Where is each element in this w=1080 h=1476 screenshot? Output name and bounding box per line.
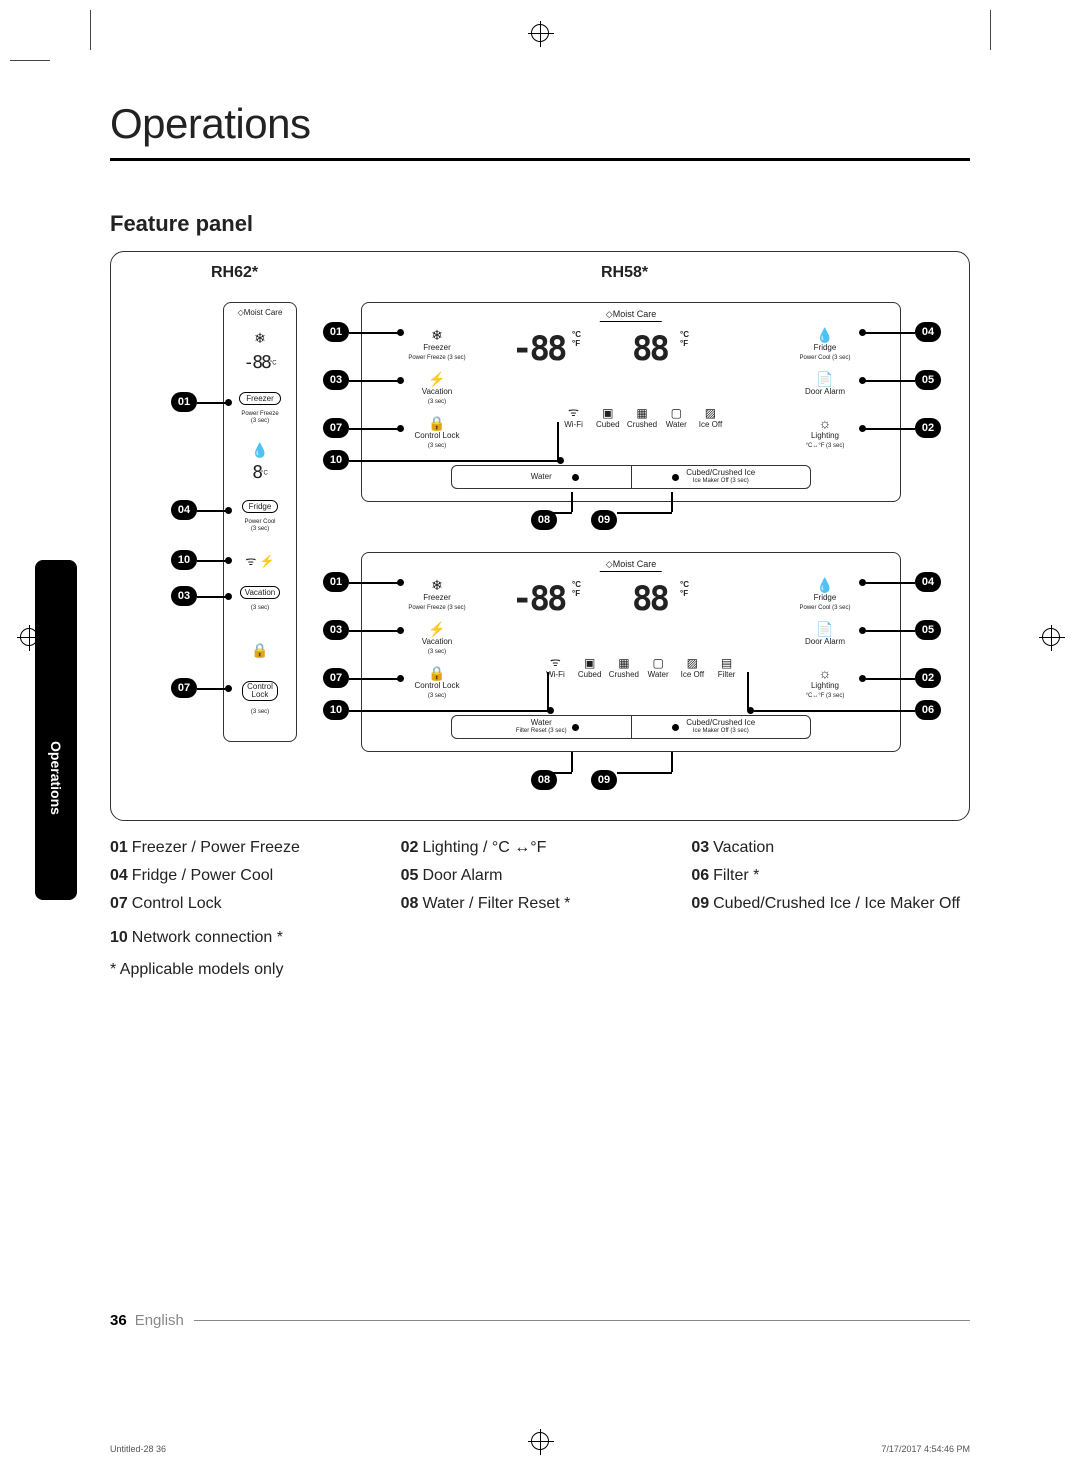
rh58b-fridge: 💧FridgePower Cool (3 sec) [780,577,870,612]
b-05: 05 [915,620,941,640]
rh58b-waterbar: WaterFilter Reset (3 sec) Cubed/Crushed … [451,715,811,739]
b-10: 10 [323,700,349,720]
side-tab: Operations [35,560,77,900]
rh62-freezer: Freezer [224,395,296,404]
rh62-lock-icon: 🔒 [224,643,296,658]
rh58a-fridge: 💧FridgePower Cool (3 sec) [780,327,870,362]
call-01-l: 01 [171,392,197,412]
rh58a-seg-r: 88 [632,329,667,369]
rh58a-lock: 🔒Control Lock(3 sec) [392,415,482,450]
rh58a-cf-r: °C°F [680,331,689,349]
rh62-pc: Power Cool(3 sec) [224,519,296,532]
rh62-seg1: -88°C [224,353,296,373]
legend-01: 01Freezer / Power Freeze [110,839,389,857]
rh58b-light: ☼Lighting°C↔°F (3 sec) [780,665,870,700]
rh58b-iconrow: ᯤWi-Fi ▣Cubed ▦Crushed ▢Water ▨Ice Off ▤… [526,653,756,679]
rh58-panel-a: ◇Moist Care ❄FreezerPower Freeze (3 sec)… [361,302,901,502]
tiny-foot-left: Untitled-28 36 [110,1444,166,1454]
call-04-l: 04 [171,500,197,520]
rh58a-seg-l: -88 [512,329,564,369]
rh58b-moist: ◇Moist Care [600,559,662,572]
rh58b-freezer: ❄FreezerPower Freeze (3 sec) [392,577,482,612]
rh62-moist: ◇Moist Care [224,309,296,318]
rh62-box: ◇Moist Care ❄ -88°C Freezer Power Freeze… [223,302,297,742]
rh62-vacation: Vacation [224,589,296,598]
rh62-lock-sub: (3 sec) [224,709,296,716]
b-06: 06 [915,700,941,720]
a-09: 09 [591,510,617,530]
legend-10: 10Network connection * [110,929,970,947]
page-title: Operations [110,100,970,161]
legend-08: 08Water / Filter Reset * [401,895,680,913]
legend-03: 03Vacation [691,839,970,857]
rh58b-seg-l: -88 [512,579,564,619]
tiny-foot-right: 7/17/2017 4:54:46 PM [881,1444,970,1454]
rh62-lock: ControlLock [224,681,296,701]
page-number: 36 [110,1312,127,1329]
crop-tr-v [990,10,991,50]
rh62-pf: Power Freeze(3 sec) [224,411,296,424]
legend-06: 06Filter * [691,867,970,885]
a-02: 02 [915,418,941,438]
footnote: * Applicable models only [110,961,970,979]
legend-09: 09Cubed/Crushed Ice / Ice Maker Off [691,895,970,913]
a-04: 04 [915,322,941,342]
side-tab-label: Operations [48,741,64,815]
b-09: 09 [591,770,617,790]
legend-04: 04Fridge / Power Cool [110,867,389,885]
b-01: 01 [323,572,349,592]
crop-tl-h [10,60,50,61]
rh58b-lock: 🔒Control Lock(3 sec) [392,665,482,700]
model-right: RH58* [601,264,648,282]
page-lang: English [135,1312,184,1329]
rh58a-vacation: ⚡Vacation(3 sec) [392,371,482,406]
rh58a-cf-l: °C°F [572,331,581,349]
page-foot: 36 English [110,1312,970,1329]
b-04: 04 [915,572,941,592]
rh62-freezer-icon: ❄ [224,331,296,346]
rh62-vac-sub: (3 sec) [224,605,296,612]
rh58a-waterbar: Water Cubed/Crushed IceIce Maker Off (3 … [451,465,811,489]
rh58a-iconrow: ᯤWi-Fi ▣Cubed ▦Crushed ▢Water ▨Ice Off [542,403,742,429]
legend: 01Freezer / Power Freeze 02Lighting / °C… [110,839,970,913]
a-01: 01 [323,322,349,342]
rh62-wifi: ᯤ ⚡ [224,555,296,568]
rh58b-seg-r: 88 [632,579,667,619]
rh58b-vacation: ⚡Vacation(3 sec) [392,621,482,656]
reg-top [531,24,549,42]
legend-02: 02Lighting / °C ↔°F [401,839,680,857]
call-10-l: 10 [171,550,197,570]
a-10: 10 [323,450,349,470]
b-02: 02 [915,668,941,688]
section-subtitle: Feature panel [110,211,970,237]
rh58a-door: 📄Door Alarm [780,371,870,396]
legend-07: 07Control Lock [110,895,389,913]
a-07: 07 [323,418,349,438]
rh58b-door: 📄Door Alarm [780,621,870,646]
a-03: 03 [323,370,349,390]
rh62-fridge-icon: 💧 [224,443,296,458]
rh58-panel-b: ◇Moist Care ❄FreezerPower Freeze (3 sec)… [361,552,901,752]
rh62-seg2: 8°C [224,463,296,483]
b-03: 03 [323,620,349,640]
call-03-l: 03 [171,586,197,606]
model-left: RH62* [211,264,258,282]
crop-tl-v [90,10,91,50]
b-07: 07 [323,668,349,688]
page: Operations Feature panel RH62* RH58* ◇Mo… [110,100,970,979]
panel-box: RH62* RH58* ◇Moist Care ❄ -88°C Freezer … [110,251,970,821]
rh58a-moist: ◇Moist Care [600,309,662,322]
reg-right [1042,628,1060,646]
rh62-panel: ◇Moist Care ❄ -88°C Freezer Power Freeze… [171,302,301,782]
reg-bottom [531,1432,549,1450]
rh58a-light: ☼Lighting°C↔°F (3 sec) [780,415,870,450]
rh58a-freezer: ❄FreezerPower Freeze (3 sec) [392,327,482,362]
legend-05: 05Door Alarm [401,867,680,885]
call-07-l: 07 [171,678,197,698]
rh62-fridge: Fridge [224,503,296,512]
a-05: 05 [915,370,941,390]
